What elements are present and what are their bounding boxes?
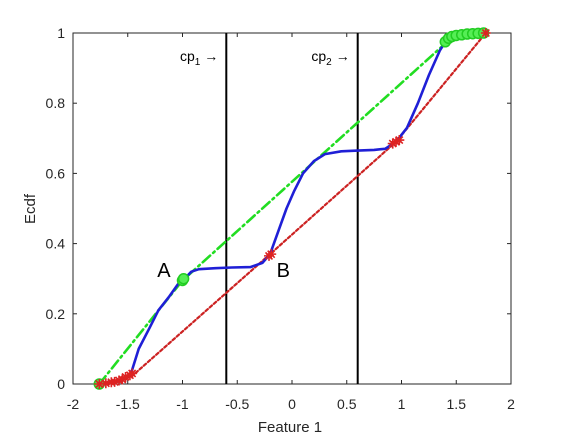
green-marker: [177, 272, 190, 285]
plot-area: -2 -1.5 -1 -0.5 0 0.5 1 1.5 2 0 0.2 0.4 0.6 0.8 1 cp1 → c…: [46, 25, 516, 412]
red-star-marker: [100, 378, 111, 389]
y-tick-label: 0.2: [46, 306, 66, 322]
x-tick-label: 0.5: [337, 396, 357, 412]
red-star-marker: [109, 376, 120, 387]
x-axis-label: Feature 1: [258, 419, 322, 436]
x-tick-label: 1.5: [447, 396, 467, 412]
red-star-marker: [127, 368, 138, 379]
x-tick-label: -0.5: [225, 396, 249, 412]
red-star-marker: [120, 371, 131, 382]
point-label-b: B: [277, 260, 290, 282]
x-tick-label: 2: [507, 396, 515, 412]
red-star-marker: [387, 138, 398, 149]
y-tick-label: 1: [57, 25, 65, 41]
x-tick-label: 0: [288, 396, 296, 412]
red-star-marker: [394, 135, 405, 146]
y-tick-label: 0.6: [46, 165, 66, 181]
red-star-marker: [113, 375, 124, 386]
series-solid-line: [98, 31, 488, 386]
x-tick-label: -2: [67, 396, 80, 412]
x-tick-label: -1.5: [116, 396, 140, 412]
red-star-marker: [266, 249, 277, 260]
red-star-marker: [94, 379, 105, 389]
red-star-marker: [480, 28, 491, 38]
y-tick-label: 0.4: [46, 236, 66, 252]
y-axis-label: Ecdf: [22, 193, 39, 224]
cp1-label: cp1 →: [180, 48, 218, 68]
cp2-label: cp2 →: [311, 48, 349, 68]
point-label-a: A: [157, 260, 171, 282]
red-star-marker: [391, 136, 402, 147]
x-tick-label: 1: [398, 396, 406, 412]
x-tick-label: -1: [176, 396, 189, 412]
y-tick-label: 0: [57, 376, 65, 392]
y-tick-label: 0.8: [46, 95, 66, 111]
